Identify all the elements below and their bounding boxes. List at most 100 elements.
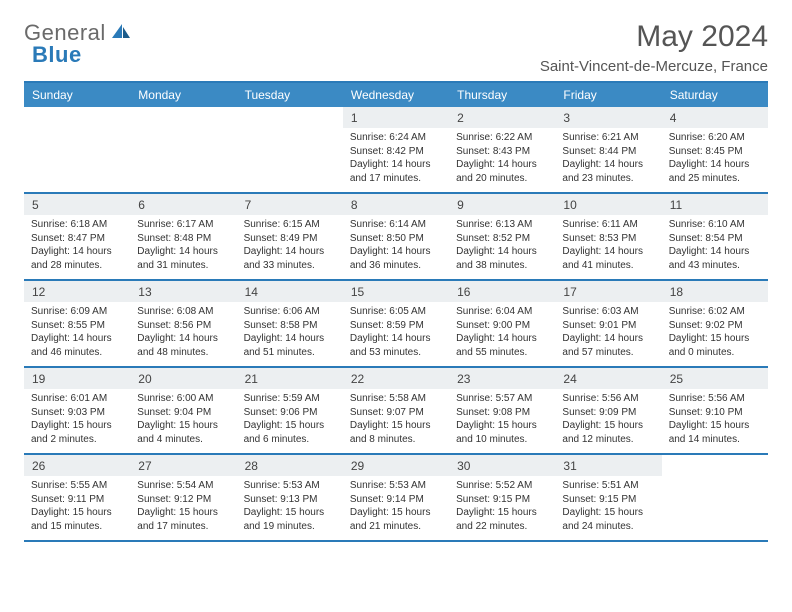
day-details: Sunrise: 5:59 AMSunset: 9:06 PMDaylight:…: [237, 389, 343, 453]
calendar-week: 5Sunrise: 6:18 AMSunset: 8:47 PMDaylight…: [24, 194, 768, 281]
day-number: 25: [662, 368, 768, 389]
day-details: Sunrise: 6:24 AMSunset: 8:42 PMDaylight:…: [343, 128, 449, 192]
day-details: Sunrise: 6:14 AMSunset: 8:50 PMDaylight:…: [343, 215, 449, 279]
sunrise-line: Sunrise: 5:58 AM: [350, 392, 442, 406]
day-number: [24, 107, 130, 128]
day-number: 5: [24, 194, 130, 215]
sunrise-line: Sunrise: 5:56 AM: [669, 392, 761, 406]
sunset-line: Sunset: 8:43 PM: [456, 145, 548, 159]
calendar-day: [662, 455, 768, 540]
daylight-line: Daylight: 15 hours and 17 minutes.: [137, 506, 229, 533]
sunrise-line: Sunrise: 6:04 AM: [456, 305, 548, 319]
day-details: Sunrise: 6:08 AMSunset: 8:56 PMDaylight:…: [130, 302, 236, 366]
day-details: Sunrise: 5:51 AMSunset: 9:15 PMDaylight:…: [555, 476, 661, 540]
calendar-day: 8Sunrise: 6:14 AMSunset: 8:50 PMDaylight…: [343, 194, 449, 279]
day-number: 16: [449, 281, 555, 302]
sunrise-line: Sunrise: 6:10 AM: [669, 218, 761, 232]
day-number: 13: [130, 281, 236, 302]
sunset-line: Sunset: 9:06 PM: [244, 406, 336, 420]
sunrise-line: Sunrise: 6:06 AM: [244, 305, 336, 319]
daylight-line: Daylight: 14 hours and 53 minutes.: [350, 332, 442, 359]
day-details: Sunrise: 5:53 AMSunset: 9:14 PMDaylight:…: [343, 476, 449, 540]
sunset-line: Sunset: 8:42 PM: [350, 145, 442, 159]
sunset-line: Sunset: 9:14 PM: [350, 493, 442, 507]
day-number: [662, 455, 768, 476]
calendar-day: 25Sunrise: 5:56 AMSunset: 9:10 PMDayligh…: [662, 368, 768, 453]
sunset-line: Sunset: 9:00 PM: [456, 319, 548, 333]
sunset-line: Sunset: 8:44 PM: [562, 145, 654, 159]
sunrise-line: Sunrise: 6:15 AM: [244, 218, 336, 232]
day-details: Sunrise: 6:17 AMSunset: 8:48 PMDaylight:…: [130, 215, 236, 279]
sunrise-line: Sunrise: 6:11 AM: [562, 218, 654, 232]
calendar-day: 19Sunrise: 6:01 AMSunset: 9:03 PMDayligh…: [24, 368, 130, 453]
day-number: 10: [555, 194, 661, 215]
sunset-line: Sunset: 9:15 PM: [456, 493, 548, 507]
sunset-line: Sunset: 9:03 PM: [31, 406, 123, 420]
day-number: 29: [343, 455, 449, 476]
day-details: Sunrise: 5:57 AMSunset: 9:08 PMDaylight:…: [449, 389, 555, 453]
daylight-line: Daylight: 15 hours and 24 minutes.: [562, 506, 654, 533]
daylight-line: Daylight: 14 hours and 46 minutes.: [31, 332, 123, 359]
daylight-line: Daylight: 15 hours and 2 minutes.: [31, 419, 123, 446]
sunset-line: Sunset: 8:59 PM: [350, 319, 442, 333]
sunset-line: Sunset: 9:08 PM: [456, 406, 548, 420]
day-number: 30: [449, 455, 555, 476]
day-details: Sunrise: 6:01 AMSunset: 9:03 PMDaylight:…: [24, 389, 130, 453]
daylight-line: Daylight: 14 hours and 43 minutes.: [669, 245, 761, 272]
sunrise-line: Sunrise: 6:20 AM: [669, 131, 761, 145]
sunrise-line: Sunrise: 6:14 AM: [350, 218, 442, 232]
daylight-line: Daylight: 14 hours and 25 minutes.: [669, 158, 761, 185]
sunset-line: Sunset: 8:52 PM: [456, 232, 548, 246]
calendar-day: 31Sunrise: 5:51 AMSunset: 9:15 PMDayligh…: [555, 455, 661, 540]
day-details: Sunrise: 6:20 AMSunset: 8:45 PMDaylight:…: [662, 128, 768, 192]
day-details: Sunrise: 6:11 AMSunset: 8:53 PMDaylight:…: [555, 215, 661, 279]
sunrise-line: Sunrise: 5:59 AM: [244, 392, 336, 406]
calendar: SundayMondayTuesdayWednesdayThursdayFrid…: [24, 81, 768, 542]
day-number: 15: [343, 281, 449, 302]
day-details: [662, 476, 768, 500]
daylight-line: Daylight: 14 hours and 20 minutes.: [456, 158, 548, 185]
day-number: 27: [130, 455, 236, 476]
calendar-week: 12Sunrise: 6:09 AMSunset: 8:55 PMDayligh…: [24, 281, 768, 368]
daylight-line: Daylight: 15 hours and 6 minutes.: [244, 419, 336, 446]
calendar-day: 4Sunrise: 6:20 AMSunset: 8:45 PMDaylight…: [662, 107, 768, 192]
day-number: 21: [237, 368, 343, 389]
sunset-line: Sunset: 8:55 PM: [31, 319, 123, 333]
calendar-day: 12Sunrise: 6:09 AMSunset: 8:55 PMDayligh…: [24, 281, 130, 366]
daylight-line: Daylight: 15 hours and 0 minutes.: [669, 332, 761, 359]
day-details: Sunrise: 6:03 AMSunset: 9:01 PMDaylight:…: [555, 302, 661, 366]
daylight-line: Daylight: 14 hours and 55 minutes.: [456, 332, 548, 359]
sunset-line: Sunset: 9:02 PM: [669, 319, 761, 333]
daylight-line: Daylight: 14 hours and 17 minutes.: [350, 158, 442, 185]
calendar-week: 26Sunrise: 5:55 AMSunset: 9:11 PMDayligh…: [24, 455, 768, 542]
sunset-line: Sunset: 8:47 PM: [31, 232, 123, 246]
sunset-line: Sunset: 8:50 PM: [350, 232, 442, 246]
day-details: Sunrise: 6:22 AMSunset: 8:43 PMDaylight:…: [449, 128, 555, 192]
sunset-line: Sunset: 9:13 PM: [244, 493, 336, 507]
sunset-line: Sunset: 8:45 PM: [669, 145, 761, 159]
calendar-day: 17Sunrise: 6:03 AMSunset: 9:01 PMDayligh…: [555, 281, 661, 366]
sunrise-line: Sunrise: 6:03 AM: [562, 305, 654, 319]
day-number: 14: [237, 281, 343, 302]
calendar-day: 28Sunrise: 5:53 AMSunset: 9:13 PMDayligh…: [237, 455, 343, 540]
day-details: Sunrise: 6:21 AMSunset: 8:44 PMDaylight:…: [555, 128, 661, 192]
day-number: 23: [449, 368, 555, 389]
day-number: 9: [449, 194, 555, 215]
daylight-line: Daylight: 14 hours and 31 minutes.: [137, 245, 229, 272]
calendar-day: 6Sunrise: 6:17 AMSunset: 8:48 PMDaylight…: [130, 194, 236, 279]
weekday-header: Saturday: [662, 83, 768, 107]
day-number: [237, 107, 343, 128]
day-details: Sunrise: 6:00 AMSunset: 9:04 PMDaylight:…: [130, 389, 236, 453]
daylight-line: Daylight: 14 hours and 48 minutes.: [137, 332, 229, 359]
day-details: Sunrise: 5:56 AMSunset: 9:10 PMDaylight:…: [662, 389, 768, 453]
sunrise-line: Sunrise: 5:53 AM: [244, 479, 336, 493]
sunset-line: Sunset: 8:54 PM: [669, 232, 761, 246]
sunrise-line: Sunrise: 5:56 AM: [562, 392, 654, 406]
calendar-day: 30Sunrise: 5:52 AMSunset: 9:15 PMDayligh…: [449, 455, 555, 540]
calendar-day: 11Sunrise: 6:10 AMSunset: 8:54 PMDayligh…: [662, 194, 768, 279]
calendar-day: 15Sunrise: 6:05 AMSunset: 8:59 PMDayligh…: [343, 281, 449, 366]
daylight-line: Daylight: 15 hours and 15 minutes.: [31, 506, 123, 533]
logo-text-blue: Blue: [32, 42, 82, 68]
daylight-line: Daylight: 14 hours and 38 minutes.: [456, 245, 548, 272]
calendar-day: 29Sunrise: 5:53 AMSunset: 9:14 PMDayligh…: [343, 455, 449, 540]
